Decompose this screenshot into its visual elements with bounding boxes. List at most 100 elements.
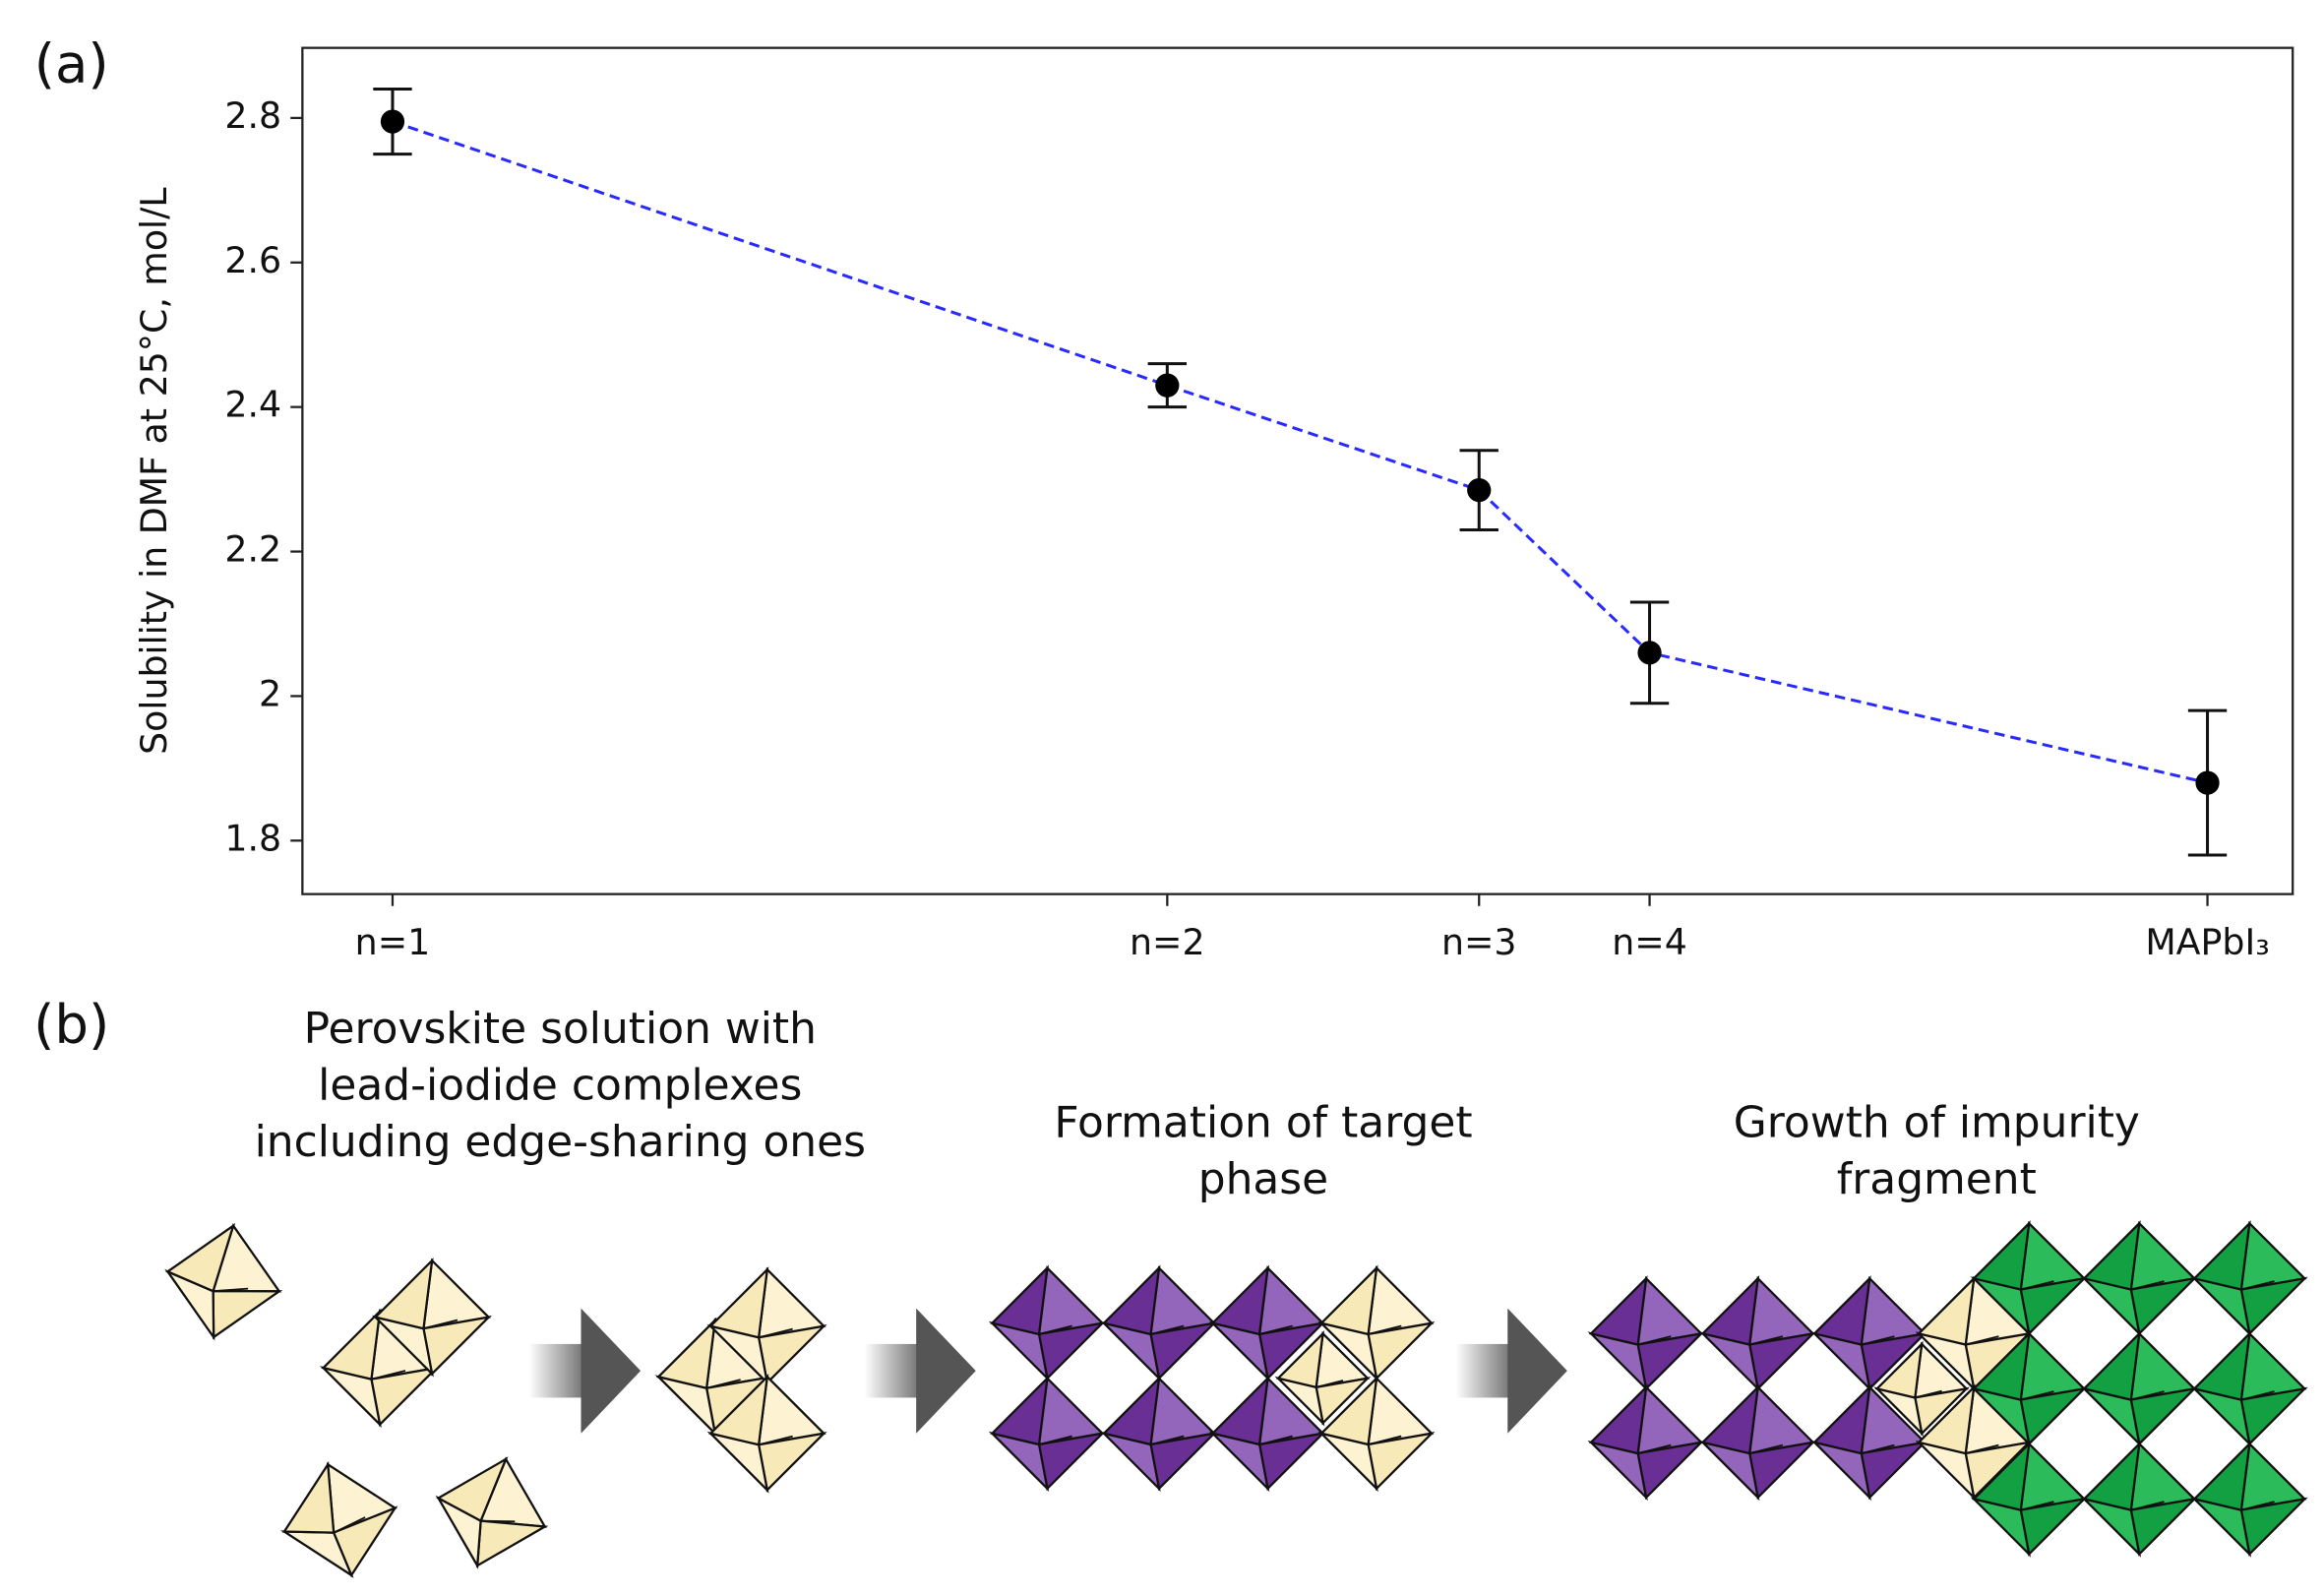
edge — [2020, 1501, 2054, 1511]
step-caption: Growth of impurity — [1734, 1097, 2140, 1147]
facet — [1811, 1275, 1871, 1346]
y-tick-label: 1.8 — [224, 817, 281, 859]
octahedron — [1873, 1340, 1970, 1438]
facet — [2081, 1220, 2141, 1291]
panel-label: (a) — [34, 31, 109, 94]
facet — [1588, 1383, 1648, 1455]
facet — [281, 1460, 336, 1534]
octahedron — [2190, 1220, 2308, 1337]
octahedron — [988, 1264, 1106, 1382]
facet — [1101, 1264, 1161, 1336]
octahedron — [1208, 1375, 1326, 1493]
edge — [1258, 1324, 1293, 1335]
arrow — [916, 1308, 976, 1434]
y-tick-label: 2.8 — [224, 94, 281, 137]
facet — [1916, 1383, 1976, 1455]
facet — [1318, 1375, 1378, 1446]
facet — [1971, 1220, 2031, 1291]
octahedron — [1698, 1383, 1817, 1502]
edge — [1749, 1335, 1784, 1346]
octahedron — [1970, 1220, 2088, 1337]
octahedron — [1915, 1275, 2033, 1392]
step-caption: Formation of target — [1054, 1097, 1472, 1147]
octahedron — [1970, 1330, 2088, 1447]
octahedron — [1810, 1383, 1928, 1502]
edge — [2240, 1501, 2275, 1511]
facet — [707, 1266, 769, 1339]
step-caption: phase — [1198, 1154, 1328, 1204]
octahedron — [1810, 1275, 1928, 1392]
octahedron — [706, 1266, 827, 1386]
edge — [758, 1327, 793, 1339]
facet — [990, 1264, 1049, 1336]
x-tick-label: n=3 — [1441, 921, 1517, 963]
facet — [2081, 1441, 2141, 1511]
edge — [1965, 1443, 1999, 1454]
octahedron — [435, 1456, 549, 1569]
edge — [2130, 1280, 2165, 1291]
edge — [2020, 1280, 2054, 1291]
facet — [1210, 1375, 1270, 1446]
x-tick-label: n=2 — [1130, 921, 1205, 963]
facet — [2192, 1441, 2251, 1511]
octahedron — [1208, 1264, 1326, 1382]
facet — [1588, 1275, 1648, 1346]
octahedron — [2190, 1441, 2308, 1558]
arrow — [1507, 1308, 1567, 1434]
edge — [1637, 1443, 1672, 1454]
edge — [2130, 1390, 2165, 1401]
edge — [2130, 1501, 2165, 1511]
edge — [2240, 1280, 2275, 1291]
facet — [1874, 1340, 1924, 1399]
y-tick-label: 2.2 — [224, 528, 281, 571]
facet — [1210, 1264, 1270, 1336]
edge — [1861, 1335, 1895, 1346]
x-tick-label: n=1 — [355, 921, 431, 963]
octahedron — [1317, 1375, 1436, 1493]
step-caption: fragment — [1837, 1154, 2037, 1204]
data-point — [1637, 641, 1662, 665]
edge — [423, 1319, 459, 1330]
facet — [2192, 1330, 2251, 1401]
octahedron — [1970, 1441, 2088, 1558]
facet — [1971, 1330, 2031, 1401]
facet — [1700, 1383, 1760, 1455]
octahedron — [2080, 1330, 2198, 1447]
edge — [1038, 1324, 1072, 1335]
octahedron — [279, 1460, 398, 1578]
facet — [1275, 1330, 1325, 1389]
data-point — [2195, 770, 2220, 795]
facet — [321, 1308, 382, 1381]
y-tick-label: 2 — [259, 672, 281, 714]
edge — [333, 1516, 366, 1534]
edge — [1315, 1380, 1344, 1388]
edge — [1368, 1435, 1402, 1445]
data-line — [392, 120, 2208, 785]
data-point — [1155, 373, 1180, 398]
facet — [373, 1257, 434, 1330]
arrows — [528, 1308, 1567, 1434]
octahedron — [988, 1375, 1106, 1493]
panel-label: (b) — [33, 993, 109, 1056]
octahedron — [1587, 1275, 1705, 1392]
edge — [1915, 1389, 1942, 1399]
y-tick-label: 2.4 — [224, 384, 281, 426]
octahedron — [1915, 1383, 2033, 1502]
facet — [1101, 1375, 1161, 1446]
y-tick-label: 2.6 — [224, 239, 281, 281]
edge — [2240, 1390, 2275, 1401]
facet — [707, 1374, 769, 1446]
step-caption: Perovskite solution with — [304, 1004, 817, 1054]
octahedron — [164, 1222, 283, 1341]
facet — [2081, 1330, 2141, 1401]
edge — [1258, 1435, 1293, 1445]
edge — [758, 1435, 793, 1446]
octahedron — [1317, 1264, 1436, 1382]
facet — [436, 1456, 509, 1523]
edge — [2020, 1390, 2054, 1401]
octahedron — [706, 1374, 827, 1494]
facet — [1700, 1275, 1760, 1346]
step-caption: including edge-sharing ones — [255, 1117, 866, 1167]
octahedron — [1274, 1330, 1372, 1427]
